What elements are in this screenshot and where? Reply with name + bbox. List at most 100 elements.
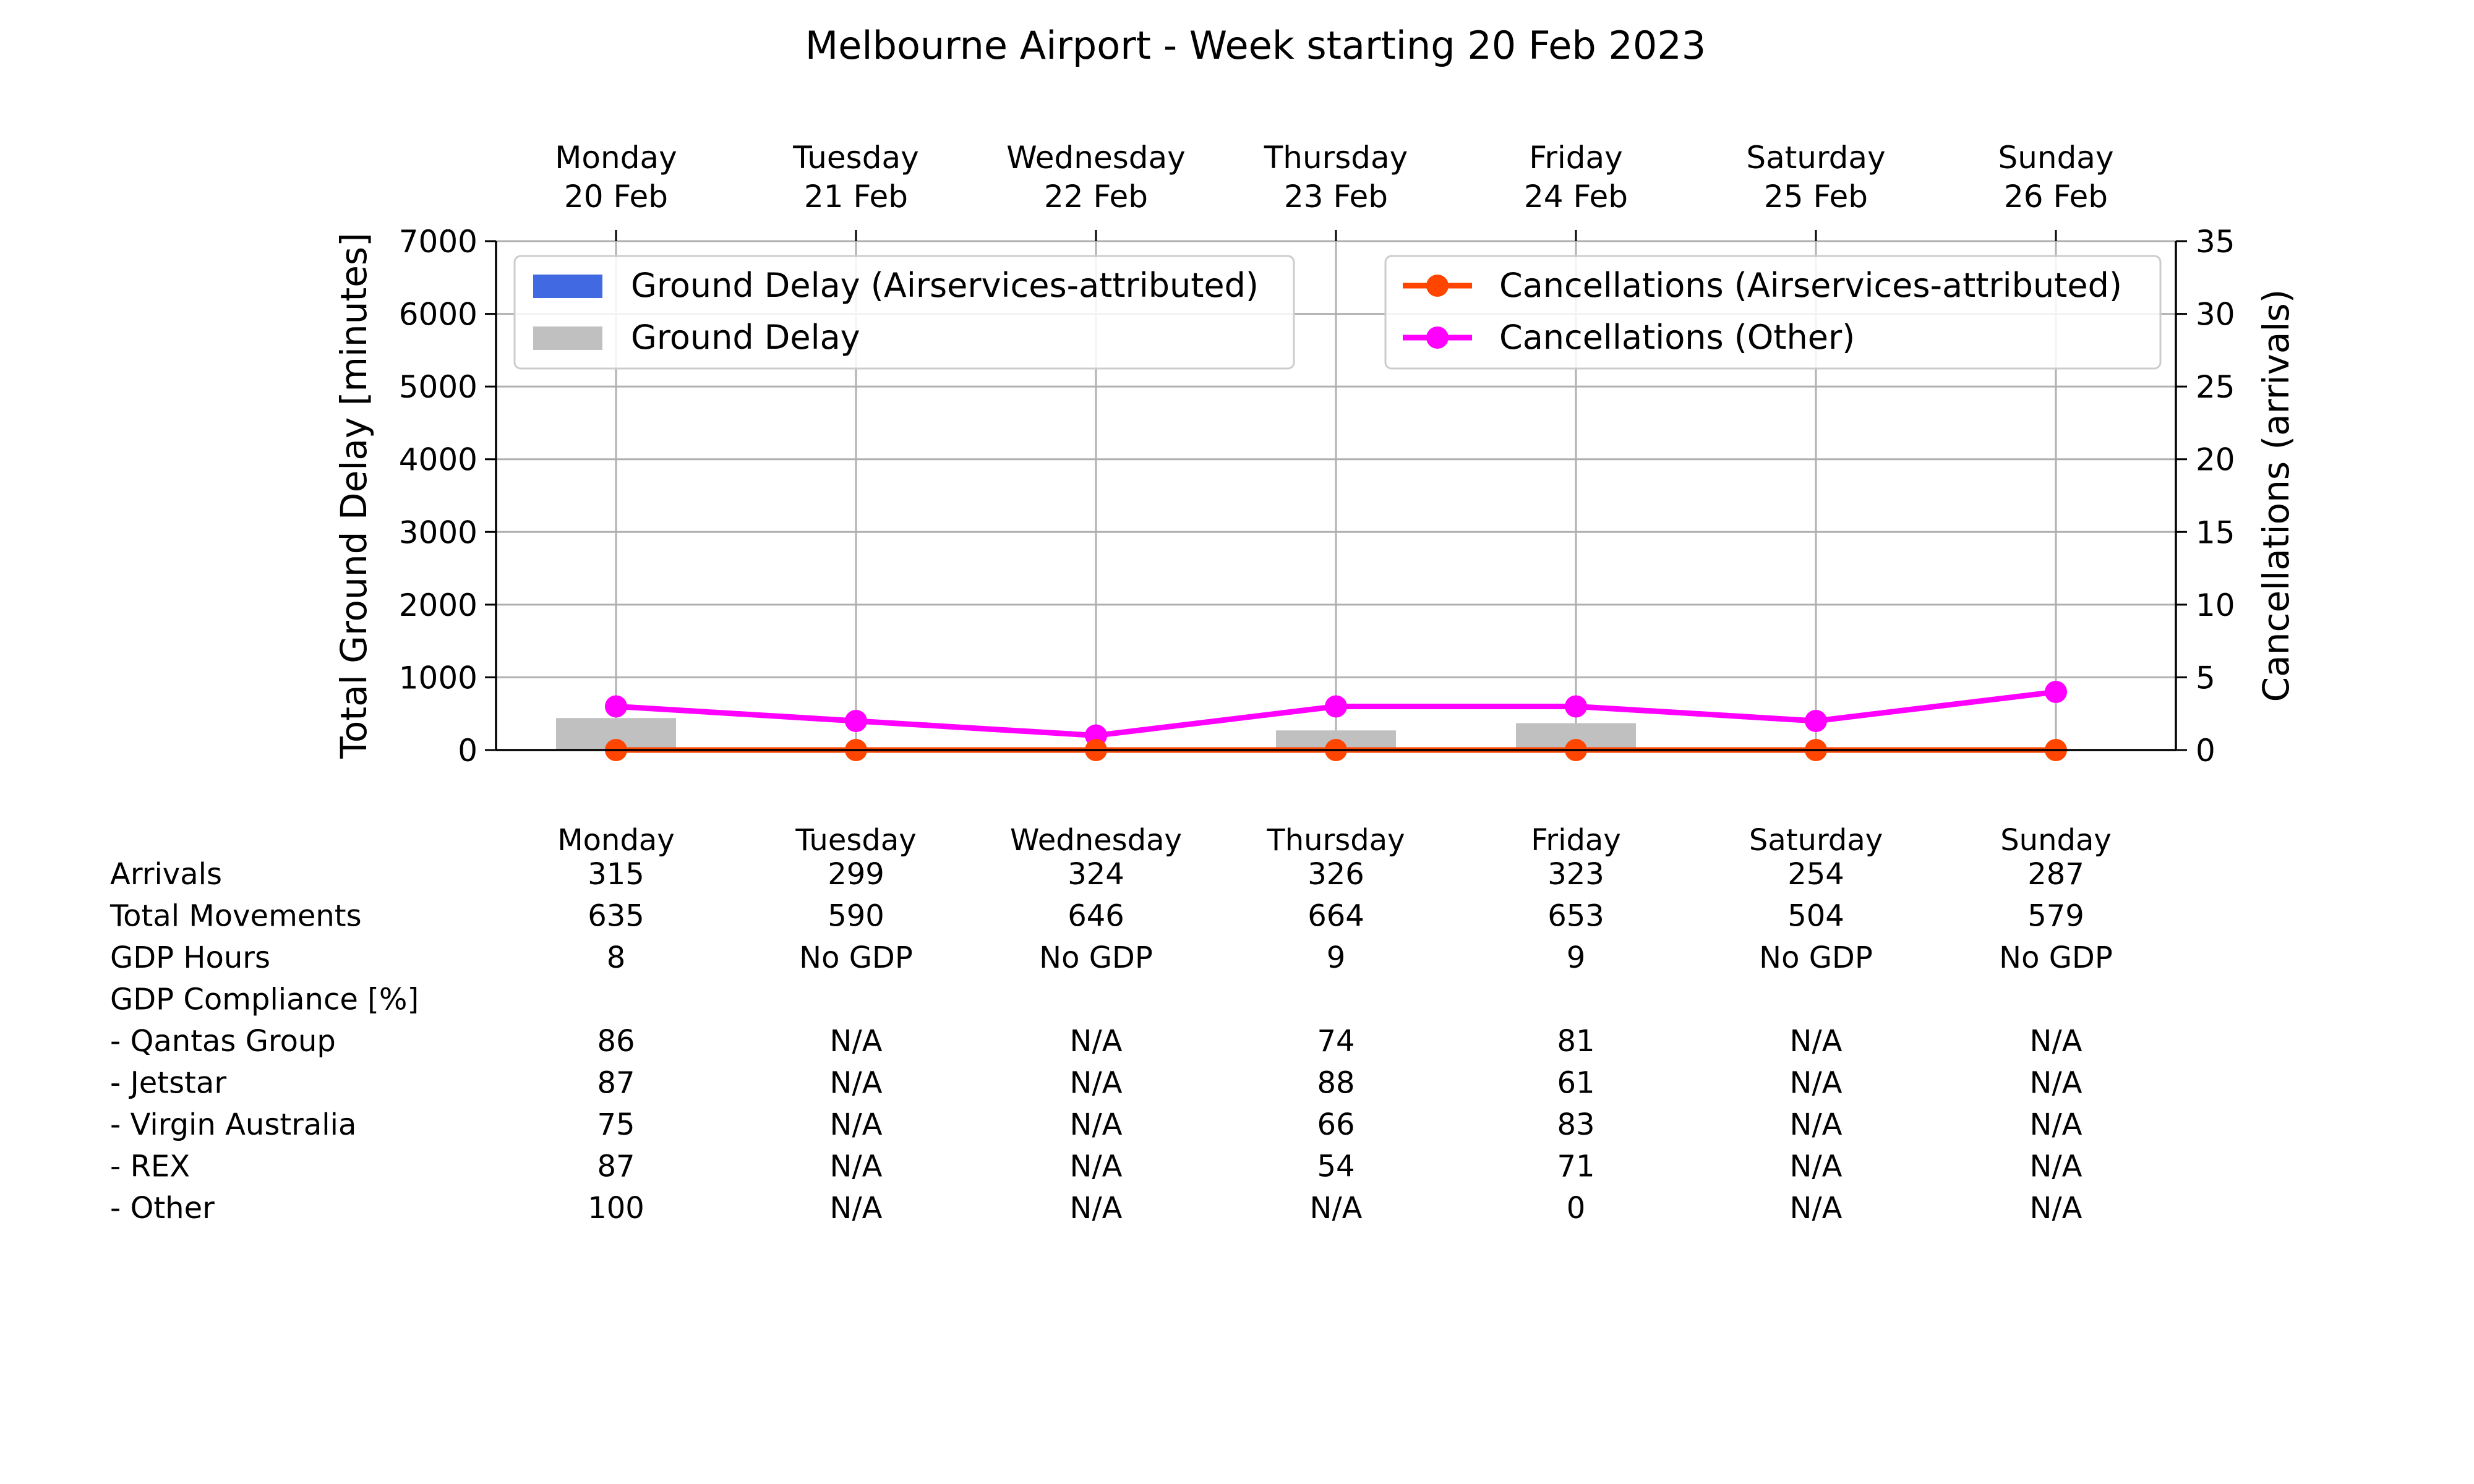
x-tick-label-date: 25 Feb — [1764, 179, 1868, 215]
table-cell: 87 — [597, 1066, 635, 1101]
legend-swatch — [533, 326, 602, 350]
y2-tick-label: 10 — [2196, 587, 2235, 623]
x-tick-label-day: Saturday — [1746, 140, 1885, 176]
table-cell: N/A — [1070, 1024, 1123, 1059]
table-cell: N/A — [2030, 1191, 2082, 1226]
x-tick-label-day: Wednesday — [1006, 140, 1185, 176]
table-row-label: - REX — [110, 1149, 190, 1184]
table-row-label: - Other — [110, 1191, 215, 1226]
table-cell: 66 — [1317, 1107, 1355, 1142]
table-cell: 100 — [588, 1191, 644, 1226]
table-cell: 635 — [588, 899, 644, 934]
table-cell: N/A — [1070, 1149, 1123, 1184]
table-cell: N/A — [1790, 1191, 1843, 1226]
x-tick-label-day: Thursday — [1264, 140, 1408, 176]
table-cell: No GDP — [799, 940, 913, 975]
table-cell: No GDP — [1999, 940, 2113, 975]
table-cell: 287 — [2027, 857, 2084, 892]
table-cell: N/A — [2030, 1149, 2082, 1184]
table-header-cell: Sunday — [2000, 823, 2112, 858]
table-cell: N/A — [1790, 1066, 1843, 1101]
stats-table: Monday Tuesday Wednesday Thursday Friday Satu… — [109, 823, 2113, 1226]
table-cell: 504 — [1787, 899, 1844, 934]
table-cell: 653 — [1547, 899, 1604, 934]
y-tick-label: 0 — [458, 733, 477, 769]
table-cell: 9 — [1327, 940, 1346, 975]
legend-label: Cancellations (Airservices-attributed) — [1499, 266, 2122, 305]
legend-marker — [1426, 275, 1449, 297]
y-tick-label: 2000 — [399, 587, 477, 623]
legend-marker — [1426, 326, 1449, 349]
table-cell: 590 — [828, 899, 884, 934]
y-tick-label: 7000 — [399, 224, 477, 260]
table-cell: N/A — [1070, 1107, 1123, 1142]
x-tick-label-date: 22 Feb — [1044, 179, 1148, 215]
chart-title: Melbourne Airport - Week starting 20 Feb… — [805, 23, 1706, 68]
table-cell: 664 — [1308, 899, 1364, 934]
table-header-cell: Thursday — [1266, 823, 1405, 858]
table-header-cell: Wednesday — [1010, 823, 1182, 858]
table-cell: 54 — [1317, 1149, 1355, 1184]
table-cell: 61 — [1557, 1066, 1594, 1101]
data-point — [1565, 695, 1587, 718]
table-cell: 83 — [1557, 1107, 1594, 1142]
y2-tick-label: 35 — [2196, 224, 2235, 260]
legend-label: Ground Delay — [631, 318, 860, 357]
legend-box-right — [1384, 255, 2162, 370]
table-row-label: - Virgin Australia — [110, 1107, 356, 1142]
table-cell: N/A — [1790, 1024, 1843, 1059]
table-cell: N/A — [2030, 1107, 2082, 1142]
table-cell: N/A — [1070, 1191, 1123, 1226]
table-cell: No GDP — [1039, 940, 1153, 975]
table-header-cell: Monday — [557, 823, 675, 858]
y2-tick-label: 0 — [2196, 733, 2215, 769]
legend-box-left — [513, 255, 1295, 370]
table-cell: N/A — [1310, 1191, 1363, 1226]
data-point — [2045, 680, 2067, 703]
table-header-cell: Tuesday — [795, 823, 916, 858]
x-tick-label-date: 24 Feb — [1524, 179, 1628, 215]
table-row-label: GDP Hours — [110, 940, 270, 975]
y2-tick-label: 15 — [2196, 514, 2235, 550]
y-tick-label: 4000 — [399, 442, 477, 478]
y2-axis-label: Cancellations (arrivals) — [2255, 289, 2297, 702]
x-tick-label-day: Friday — [1529, 140, 1623, 176]
data-point — [845, 709, 867, 732]
y2-tick-label: 30 — [2196, 297, 2235, 333]
x-tick-label-day: Sunday — [1998, 140, 2113, 176]
table-cell: N/A — [830, 1149, 883, 1184]
table-cell: 0 — [1567, 1191, 1586, 1226]
table-cell: 75 — [597, 1107, 635, 1142]
table-row-label: Total Movements — [109, 899, 362, 934]
x-tick-label-day: Tuesday — [792, 140, 918, 176]
x-tick-label-date: 20 Feb — [564, 179, 668, 215]
table-cell: N/A — [1790, 1107, 1843, 1142]
table-cell: No GDP — [1759, 940, 1873, 975]
table-cell: N/A — [2030, 1066, 2082, 1101]
legend-label: Cancellations (Other) — [1499, 318, 1855, 357]
table-cell: 81 — [1557, 1024, 1594, 1059]
y2-tick-label: 20 — [2196, 442, 2235, 478]
y-tick-label: 5000 — [399, 369, 477, 405]
table-cell: 8 — [607, 940, 626, 975]
table-cell: 9 — [1567, 940, 1586, 975]
x-tick-label-date: 23 Feb — [1284, 179, 1388, 215]
table-cell: 87 — [597, 1149, 635, 1184]
table-cell: 646 — [1068, 899, 1124, 934]
y-axis-label: Total Ground Delay [minutes] — [333, 232, 375, 759]
y-tick-label: 3000 — [399, 514, 477, 550]
x-tick-label-date: 26 Feb — [2004, 179, 2108, 215]
table-cell: 88 — [1317, 1066, 1355, 1101]
legend: Ground Delay (Airservices-attributed) Gro… — [513, 255, 2162, 370]
data-point — [605, 695, 627, 718]
table-cell: N/A — [1790, 1149, 1843, 1184]
y2-tick-label: 5 — [2196, 660, 2215, 696]
table-cell: 326 — [1308, 857, 1364, 892]
table-cell: N/A — [2030, 1024, 2082, 1059]
x-tick-label-date: 21 Feb — [804, 179, 908, 215]
table-row-label: GDP Compliance [%] — [110, 983, 419, 1017]
table-cell: 86 — [597, 1024, 635, 1059]
table-row-label: - Jetstar — [110, 1066, 226, 1101]
table-cell: 299 — [828, 857, 884, 892]
